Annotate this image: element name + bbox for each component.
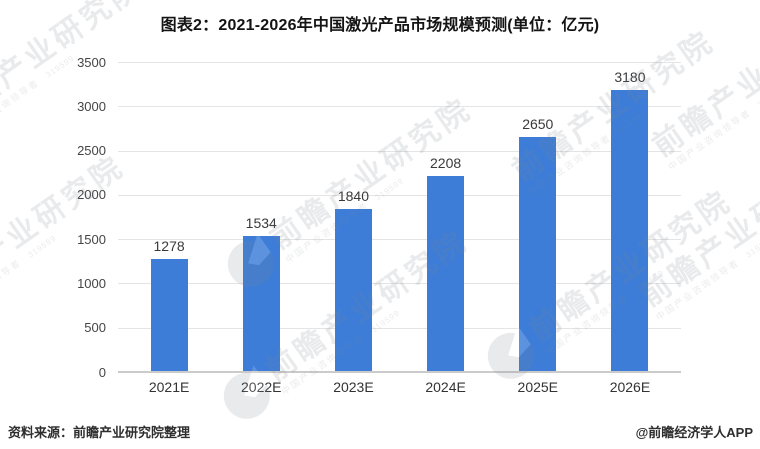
x-tick-label-2023E: 2023E — [333, 379, 374, 395]
bar-value-label-2025E: 2650 — [522, 116, 554, 133]
bar-value-label-2022E: 1534 — [245, 215, 277, 232]
source-note: 资料来源：前瞻产业研究院整理 — [8, 425, 191, 440]
y-axis-labels: 3500 3000 2500 2000 1500 1000 500 0 — [0, 55, 106, 380]
plot-area: 1278 1534 1840 2208 2650 3180 — [118, 62, 681, 373]
bar-2026E — [611, 90, 649, 372]
credit-note: @前瞻经济学人APP — [635, 425, 753, 440]
y-tick-label-1500: 1500 — [77, 231, 106, 247]
y-tick-label-1000: 1000 — [77, 275, 106, 291]
chart-title: 图表2：2021-2026年中国激光产品市场规模预测(单位：亿元) — [160, 17, 600, 34]
gridline-1000 — [118, 283, 681, 285]
bar-value-label-2023E: 1840 — [337, 188, 369, 205]
bar-2025E — [519, 137, 557, 372]
bar-value-label-2024E: 2208 — [430, 155, 462, 172]
bar-slot-2022E: 1534 — [215, 62, 307, 372]
bar-2022E — [242, 236, 280, 372]
qianzhan-circle-logo — [223, 365, 270, 419]
y-tick-label-0: 0 — [98, 364, 106, 380]
x-axis-line — [118, 371, 681, 373]
y-tick-label-3000: 3000 — [77, 98, 106, 114]
x-axis-labels: 2021E 2022E 2023E 2024E 2025E 2026E — [123, 379, 676, 395]
bar-2023E — [334, 209, 372, 372]
watermark-digits: 319599 — [744, 233, 760, 260]
x-tick-label-2022E: 2022E — [241, 379, 282, 395]
x-tick-label-2025E: 2025E — [517, 379, 559, 395]
y-tick-label-500: 500 — [84, 320, 106, 336]
bar-slot-2023E: 1840 — [307, 62, 399, 372]
gridline-500 — [118, 327, 681, 329]
y-tick-label-3500: 3500 — [77, 54, 106, 70]
bar-2021E — [150, 258, 188, 372]
x-tick-label-2021E: 2021E — [148, 379, 190, 395]
gridline-2000 — [118, 194, 681, 196]
bar-slot-2024E: 2208 — [400, 62, 492, 372]
bar-slot-2021E: 1278 — [123, 62, 215, 372]
bar-slot-2026E: 3180 — [584, 62, 676, 372]
gridline-2500 — [118, 150, 681, 152]
bars-container: 1278 1534 1840 2208 2650 3180 — [123, 62, 676, 372]
bar-slot-2025E: 2650 — [492, 62, 584, 372]
y-tick-label-2500: 2500 — [77, 143, 106, 159]
gridline-3500 — [118, 62, 681, 63]
bar-value-label-2021E: 1278 — [153, 237, 185, 254]
x-tick-label-2026E: 2026E — [609, 379, 651, 395]
gridline-3000 — [118, 106, 681, 108]
bar-value-label-2026E: 3180 — [614, 69, 646, 86]
gridline-1500 — [118, 239, 681, 241]
x-tick-label-2024E: 2024E — [425, 379, 466, 395]
bar-2024E — [427, 176, 465, 372]
watermark-digits: 319599 — [756, 83, 760, 110]
y-tick-label-2000: 2000 — [77, 187, 106, 203]
